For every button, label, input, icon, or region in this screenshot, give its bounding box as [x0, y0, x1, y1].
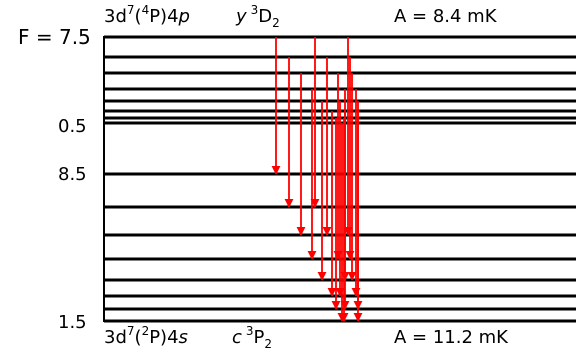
lower-config-label: 3d7(2P)4s — [104, 324, 188, 348]
transitions — [271, 37, 363, 322]
upper-hyperfine-constant: A = 8.4 mK — [394, 6, 498, 27]
lower-f-top-label: 8.5 — [58, 164, 87, 185]
upper-term-label: y 3D2 — [235, 3, 280, 30]
upper-f-top-label: F = 7.5 — [18, 25, 91, 49]
upper-f-bottom-label: 0.5 — [58, 116, 87, 137]
upper-config-label: 3d7(4P)4p — [104, 3, 190, 27]
lower-term-label: c 3P2 — [232, 324, 272, 351]
lower-f-bottom-label: 1.5 — [58, 312, 87, 333]
lower-hyperfine-constant: A = 11.2 mK — [394, 327, 509, 348]
